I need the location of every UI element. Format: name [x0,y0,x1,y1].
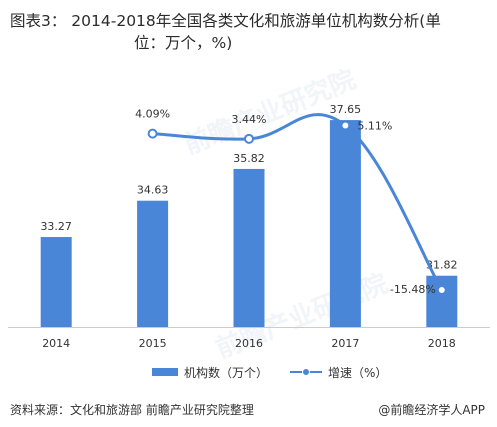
bar [40,237,72,327]
growth-point [340,120,351,131]
x-tick-label: 2017 [331,337,359,350]
legend-bar-swatch [152,368,178,376]
growth-point [147,128,158,139]
growth-value-label: 5.11% [357,119,392,132]
chart-title: 图表3： 2014-2018年全国各类文化和旅游单位机构数分析(单 位：万个，%… [10,10,488,54]
bar [426,275,458,327]
chart-title-line2: 位：万个，%) [134,34,233,52]
source-text: 资料来源：文化和旅游部 前瞻产业研究院整理 [10,403,254,417]
chart-legend: 机构数（万个） 增速（%） [152,364,409,380]
footer: 资料来源：文化和旅游部 前瞻产业研究院整理 @前瞻经济学人APP [0,397,497,427]
legend-bar-label: 机构数（万个） [184,365,269,380]
growth-point [244,133,254,144]
growth-point [436,285,447,295]
growth-value-label: 3.44% [232,113,267,126]
legend-line-label: 增速（%） [328,365,388,380]
bar-value-label: 31.82 [426,259,458,272]
legend-item-bars[interactable]: 机构数（万个） [152,364,268,381]
bar [137,200,169,327]
bar-value-label: 35.82 [233,152,265,165]
bar [329,120,361,327]
x-tick-label: 2014 [42,337,70,350]
growth-value-label: 4.09% [135,108,170,121]
bar-value-label: 37.65 [330,103,362,116]
brand-text: @前瞻经济学人APP [378,403,485,417]
growth-value-label: -15.48% [390,283,436,296]
x-tick-label: 2016 [235,337,263,350]
bar-value-label: 34.63 [137,184,169,197]
legend-line-swatch [290,367,323,377]
growth-line [152,113,444,291]
x-tick-label: 2018 [428,337,456,350]
chart-title-line1: 图表3： 2014-2018年全国各类文化和旅游单位机构数分析(单 [10,12,441,30]
bar [233,168,265,327]
x-tick-label: 2015 [139,337,167,350]
bar-value-label: 33.27 [40,220,72,233]
legend-item-line[interactable]: 增速（%） [290,364,387,381]
